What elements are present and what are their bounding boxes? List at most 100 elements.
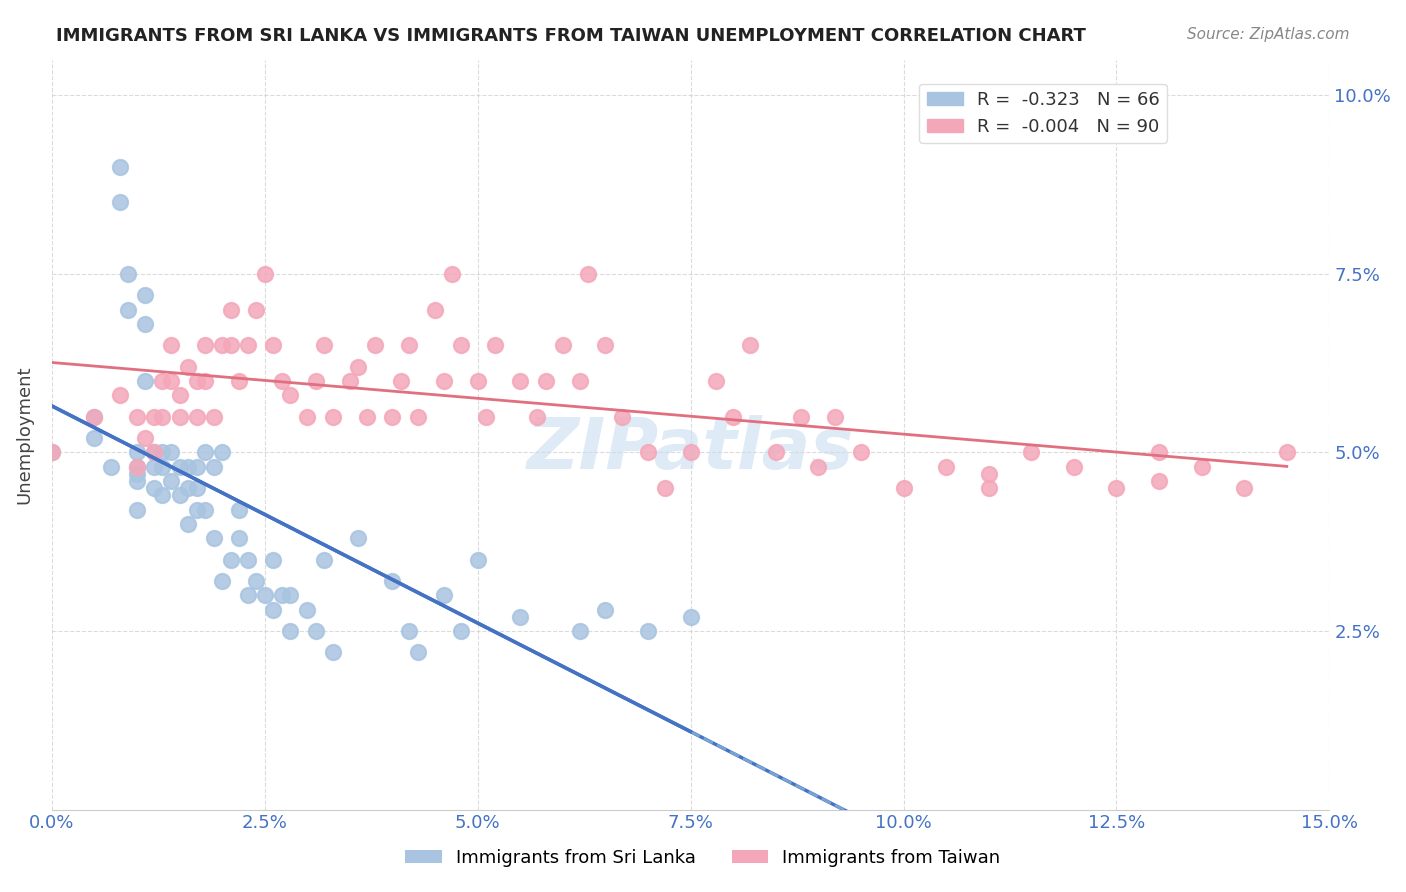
Point <box>160 338 183 352</box>
Point <box>143 445 166 459</box>
Point <box>169 409 191 424</box>
Point <box>236 338 259 352</box>
Point <box>134 317 156 331</box>
Point <box>262 602 284 616</box>
Point <box>143 459 166 474</box>
Point <box>1063 459 1085 474</box>
Point <box>364 338 387 352</box>
Point <box>467 552 489 566</box>
Point <box>637 445 659 459</box>
Point <box>398 338 420 352</box>
Point <box>262 552 284 566</box>
Point <box>160 445 183 459</box>
Point <box>1191 459 1213 474</box>
Point <box>134 431 156 445</box>
Point <box>177 481 200 495</box>
Point <box>278 624 301 638</box>
Point <box>654 481 676 495</box>
Point <box>441 267 464 281</box>
Point <box>278 588 301 602</box>
Point <box>245 574 267 588</box>
Y-axis label: Unemployment: Unemployment <box>15 366 32 504</box>
Point <box>339 374 361 388</box>
Point <box>322 409 344 424</box>
Point <box>679 609 702 624</box>
Point <box>704 374 727 388</box>
Point <box>194 445 217 459</box>
Point <box>117 302 139 317</box>
Point <box>475 409 498 424</box>
Point <box>1105 481 1128 495</box>
Point <box>177 359 200 374</box>
Point <box>977 481 1000 495</box>
Point <box>177 459 200 474</box>
Point <box>450 338 472 352</box>
Point <box>160 474 183 488</box>
Point <box>194 502 217 516</box>
Point <box>398 624 420 638</box>
Point <box>576 267 599 281</box>
Point <box>211 574 233 588</box>
Point <box>406 409 429 424</box>
Point <box>893 481 915 495</box>
Point <box>152 459 174 474</box>
Point <box>143 445 166 459</box>
Point <box>125 459 148 474</box>
Point <box>262 338 284 352</box>
Point <box>169 388 191 402</box>
Point <box>551 338 574 352</box>
Text: IMMIGRANTS FROM SRI LANKA VS IMMIGRANTS FROM TAIWAN UNEMPLOYMENT CORRELATION CHA: IMMIGRANTS FROM SRI LANKA VS IMMIGRANTS … <box>56 27 1085 45</box>
Point <box>270 588 292 602</box>
Point <box>236 588 259 602</box>
Point <box>432 588 454 602</box>
Point <box>807 459 830 474</box>
Point <box>143 481 166 495</box>
Point <box>236 552 259 566</box>
Point <box>228 502 250 516</box>
Point <box>186 374 208 388</box>
Legend: Immigrants from Sri Lanka, Immigrants from Taiwan: Immigrants from Sri Lanka, Immigrants fr… <box>398 842 1008 874</box>
Point <box>935 459 957 474</box>
Point <box>134 288 156 302</box>
Point <box>305 624 328 638</box>
Point <box>108 195 131 210</box>
Point <box>108 160 131 174</box>
Point <box>1275 445 1298 459</box>
Point <box>721 409 744 424</box>
Point <box>169 459 191 474</box>
Point <box>228 531 250 545</box>
Point <box>1147 445 1170 459</box>
Point <box>152 445 174 459</box>
Point <box>270 374 292 388</box>
Point <box>595 338 617 352</box>
Point <box>186 502 208 516</box>
Point <box>125 474 148 488</box>
Point <box>125 445 148 459</box>
Point <box>177 516 200 531</box>
Point <box>41 445 63 459</box>
Point <box>219 302 242 317</box>
Point <box>186 459 208 474</box>
Point <box>740 338 762 352</box>
Point <box>381 574 404 588</box>
Point <box>450 624 472 638</box>
Point <box>152 488 174 502</box>
Point <box>228 374 250 388</box>
Point <box>160 374 183 388</box>
Point <box>347 531 370 545</box>
Point <box>100 459 122 474</box>
Point <box>568 624 591 638</box>
Point <box>253 588 276 602</box>
Point <box>194 338 217 352</box>
Point <box>83 409 105 424</box>
Point <box>202 409 225 424</box>
Point <box>509 609 531 624</box>
Point <box>314 552 336 566</box>
Text: ZIPatlas: ZIPatlas <box>527 415 855 484</box>
Point <box>117 267 139 281</box>
Point <box>484 338 506 352</box>
Point <box>152 374 174 388</box>
Point <box>389 374 412 388</box>
Point <box>381 409 404 424</box>
Point <box>186 481 208 495</box>
